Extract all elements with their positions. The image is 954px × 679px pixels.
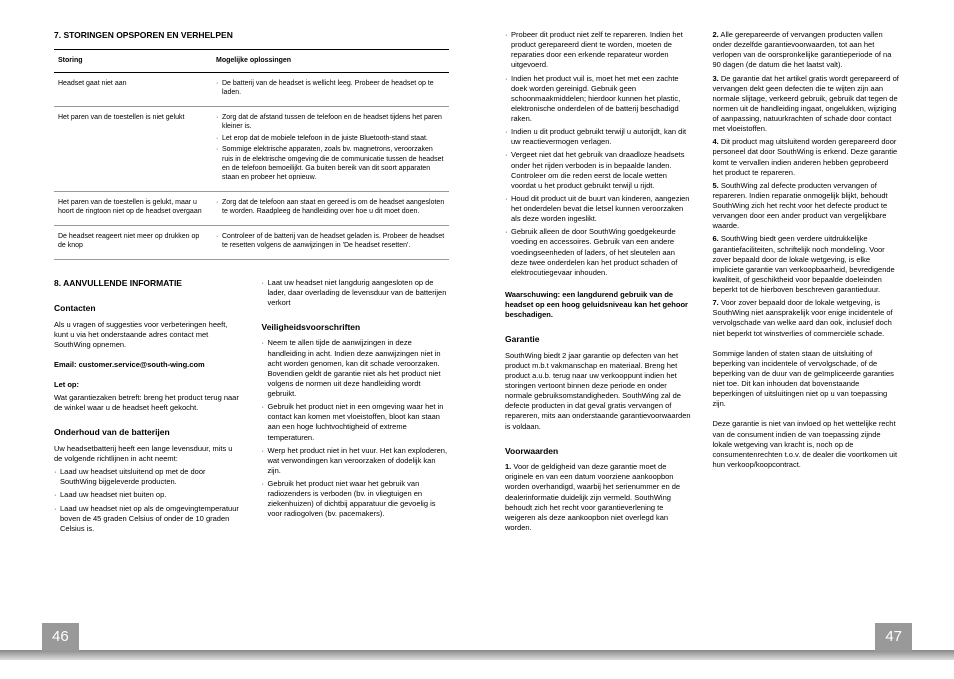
bullet-item: Werp het product niet in het vuur. Het k… — [262, 446, 450, 476]
onderhoud-bullets: Laad uw headset uitsluitend op met de do… — [54, 467, 242, 534]
bullet-item: Vergeet niet dat het gebruik van draadlo… — [505, 150, 693, 191]
warning-para: Waarschuwing: een langdurend gebruik van… — [505, 290, 693, 320]
bullet-item: Indien het product vuil is, moet het met… — [505, 74, 693, 125]
solution-item: Sommige elektrische apparaten, zoals bv.… — [216, 145, 445, 183]
bullet-item: Gebruik het product niet in een omgeving… — [262, 402, 450, 443]
warn-label: Waarschuwing: — [505, 290, 560, 299]
email-line: Email: customer.service@south-wing.com — [54, 360, 242, 370]
bullet-item: Laad uw headset uitsluitend op met de do… — [54, 467, 242, 487]
continue-bullets: Probeer dit product niet zelf te reparer… — [505, 30, 693, 278]
col-2: Laat uw headset niet langdurig aangeslot… — [262, 278, 450, 537]
troubleshoot-table: Storing Mogelijke oplossingen Headset ga… — [54, 49, 449, 259]
th-problem: Storing — [54, 50, 212, 72]
garantie-title: Garantie — [505, 334, 693, 345]
solution-item: De batterij van de headset is wellicht l… — [216, 79, 445, 98]
bullet-item: Laad uw headset niet op als de omgevingt… — [54, 504, 242, 534]
v4: 4. Dit product mag uitsluitend worden ge… — [713, 137, 901, 178]
bullet-item: Neem te allen tijde de aanwijzingen in d… — [262, 338, 450, 399]
laat-bullet: Laat uw headset niet langdurig aangeslot… — [262, 278, 450, 308]
v2: 2. Alle gerepareerde of vervangen produc… — [713, 30, 901, 71]
page-number-right: 47 — [875, 623, 912, 651]
v1: 1. Voor de geldigheid van deze garantie … — [505, 462, 693, 533]
para-consumer-rights: Deze garantie is niet van invloed op het… — [713, 419, 901, 470]
problem-cell: De headset reageert niet meer op drukken… — [54, 225, 212, 259]
section-8-columns: 8. AANVULLENDE INFORMATIE Contacten Als … — [54, 278, 449, 537]
manual-spread: 7. STORINGEN OPSPOREN EN VERHELPEN Stori… — [0, 0, 954, 679]
contacten-body: Als u vragen of suggesties voor verbeter… — [54, 320, 242, 350]
footer-gradient — [0, 650, 954, 660]
veiligheid-title: Veiligheidsvoorschriften — [262, 322, 450, 333]
garantie-body: SouthWing biedt 2 jaar garantie op defec… — [505, 351, 693, 432]
problem-cell: Het paren van de toestellen is gelukt, m… — [54, 191, 212, 225]
right-col-1: Probeer dit product niet zelf te reparer… — [505, 30, 693, 536]
solution-cell: Zorg dat de telefoon aan staat en gereed… — [212, 191, 449, 225]
letop-label: Let op: — [54, 380, 242, 390]
para-exclusions: Sommige landen of staten staan de uitslu… — [713, 349, 901, 410]
table-row: De headset reageert niet meer op drukken… — [54, 225, 449, 259]
solution-item: Controleer of de batterij van de headset… — [216, 232, 445, 251]
veiligheid-bullets: Neem te allen tijde de aanwijzingen in d… — [262, 338, 450, 519]
voorwaarden-title: Voorwaarden — [505, 446, 693, 457]
page-number-left: 46 — [42, 623, 79, 651]
solution-item: Let erop dat de mobiele telefoon in de j… — [216, 134, 445, 143]
bullet-item: Gebruik het product niet waar het gebrui… — [262, 479, 450, 520]
bullet-item: Gebruik alleen de door SouthWing goedgek… — [505, 227, 693, 278]
bullet-item: Laad uw headset niet buiten op. — [54, 490, 242, 500]
problem-cell: Headset gaat niet aan — [54, 72, 212, 106]
v3: 3. De garantie dat het artikel gratis wo… — [713, 74, 901, 135]
v7: 7. Voor zover bepaald door de lokale wet… — [713, 298, 901, 339]
solution-item: Zorg dat de afstand tussen de telefoon e… — [216, 113, 445, 132]
solution-item: Zorg dat de telefoon aan staat en gereed… — [216, 198, 445, 217]
bullet-item: Houd dit product uit de buurt van kinder… — [505, 194, 693, 224]
right-col-2: 2. Alle gerepareerde of vervangen produc… — [713, 30, 901, 536]
table-row: Het paren van de toestellen is gelukt, m… — [54, 191, 449, 225]
v5: 5. SouthWing zal defecte producten verva… — [713, 181, 901, 232]
solution-cell: Zorg dat de afstand tussen de telefoon e… — [212, 106, 449, 191]
solution-cell: Controleer of de batterij van de headset… — [212, 225, 449, 259]
table-row: Headset gaat niet aanDe batterij van de … — [54, 72, 449, 106]
letop-body: Wat garantiezaken betreft: breng het pro… — [54, 393, 242, 413]
onderhoud-title: Onderhoud van de batterijen — [54, 427, 242, 438]
problem-cell: Het paren van de toestellen is niet gelu… — [54, 106, 212, 191]
solution-cell: De batterij van de headset is wellicht l… — [212, 72, 449, 106]
contacten-title: Contacten — [54, 303, 242, 314]
section-7-title: 7. STORINGEN OPSPOREN EN VERHELPEN — [54, 30, 449, 41]
v6: 6. SouthWing biedt geen verdere uitdrukk… — [713, 234, 901, 295]
bullet-item: Probeer dit product niet zelf te reparer… — [505, 30, 693, 71]
onderhoud-intro: Uw headsetbatterij heeft een lange leven… — [54, 444, 242, 464]
table-row: Het paren van de toestellen is niet gelu… — [54, 106, 449, 191]
col-1: 8. AANVULLENDE INFORMATIE Contacten Als … — [54, 278, 242, 537]
th-solution: Mogelijke oplossingen — [212, 50, 449, 72]
right-page: Probeer dit product niet zelf te reparer… — [477, 0, 954, 679]
left-page: 7. STORINGEN OPSPOREN EN VERHELPEN Stori… — [0, 0, 477, 679]
section-8-title: 8. AANVULLENDE INFORMATIE — [54, 278, 242, 289]
bullet-item: Indien u dit product gebruikt terwijl u … — [505, 127, 693, 147]
